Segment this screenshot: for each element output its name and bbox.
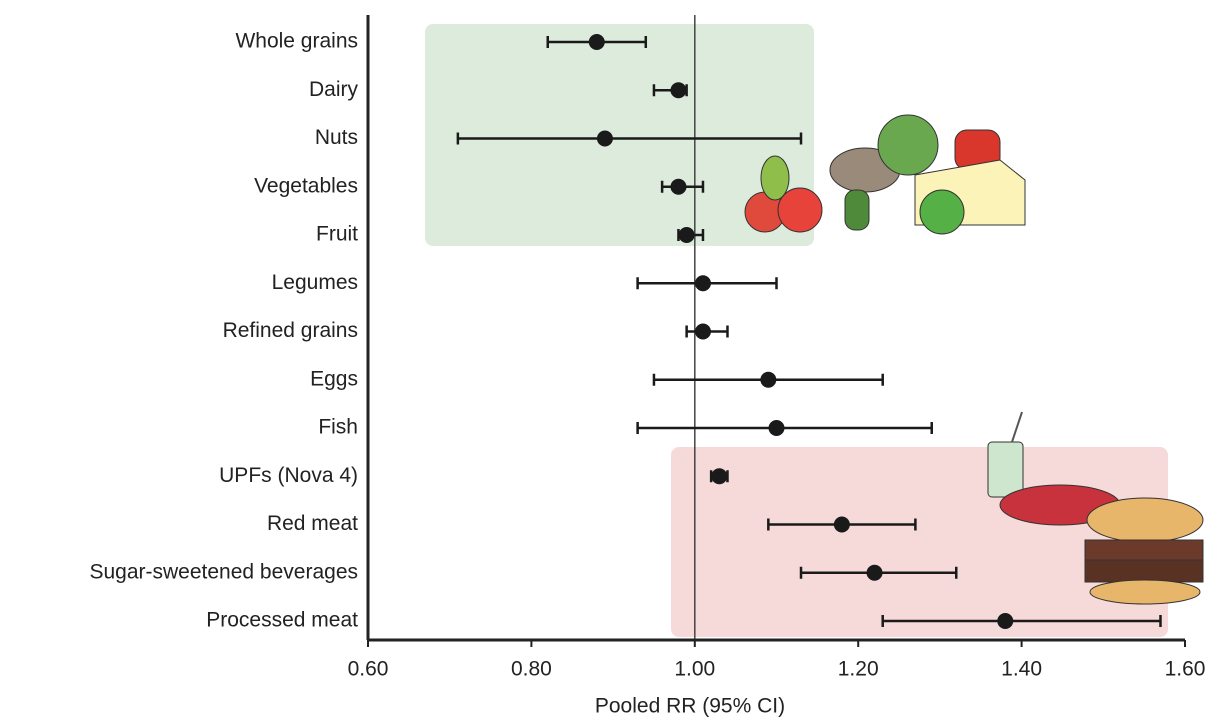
y-tick-label: Sugar-sweetened beverages [89, 560, 358, 583]
point-estimate [695, 275, 711, 291]
point-estimate [867, 565, 883, 581]
chart: Pooled RR (95% CI) 0.60 0.80 1.00 1.20 1.40 1… [0, 0, 1209, 718]
y-tick-label: Eggs [310, 367, 358, 390]
x-tick-label: 1.20 [838, 658, 879, 681]
y-tick-label: Legumes [272, 271, 358, 294]
y-tick-label: Dairy [309, 78, 359, 101]
x-tick-label: 1.00 [674, 658, 715, 681]
x-tick-label: 1.40 [1001, 658, 1042, 681]
point-estimate [670, 82, 686, 98]
point-estimate [760, 372, 776, 388]
y-tick-label: Refined grains [223, 319, 358, 342]
point-estimate [589, 34, 605, 50]
x-tick-label: 0.60 [348, 658, 389, 681]
point-estimate [695, 324, 711, 340]
x-axis-title: Pooled RR (95% CI) [595, 695, 785, 718]
point-estimate [679, 227, 695, 243]
y-tick-label: Fish [318, 416, 358, 439]
y-tick-label: Whole grains [235, 30, 358, 53]
point-estimate [997, 613, 1013, 629]
point-estimate [834, 517, 850, 533]
point-estimate [670, 179, 686, 195]
x-tick-label: 1.60 [1165, 658, 1206, 681]
y-tick-label: Vegetables [254, 174, 358, 197]
x-tick-label: 0.80 [511, 658, 552, 681]
y-tick-label: Red meat [267, 512, 358, 535]
y-tick-label: UPFs (Nova 4) [219, 464, 358, 487]
y-tick-label: Processed meat [206, 609, 358, 632]
y-tick-label: Nuts [315, 126, 358, 149]
point-estimate [711, 468, 727, 484]
point-estimate [597, 131, 613, 147]
y-tick-label: Fruit [316, 223, 358, 246]
point-estimate [769, 420, 785, 436]
